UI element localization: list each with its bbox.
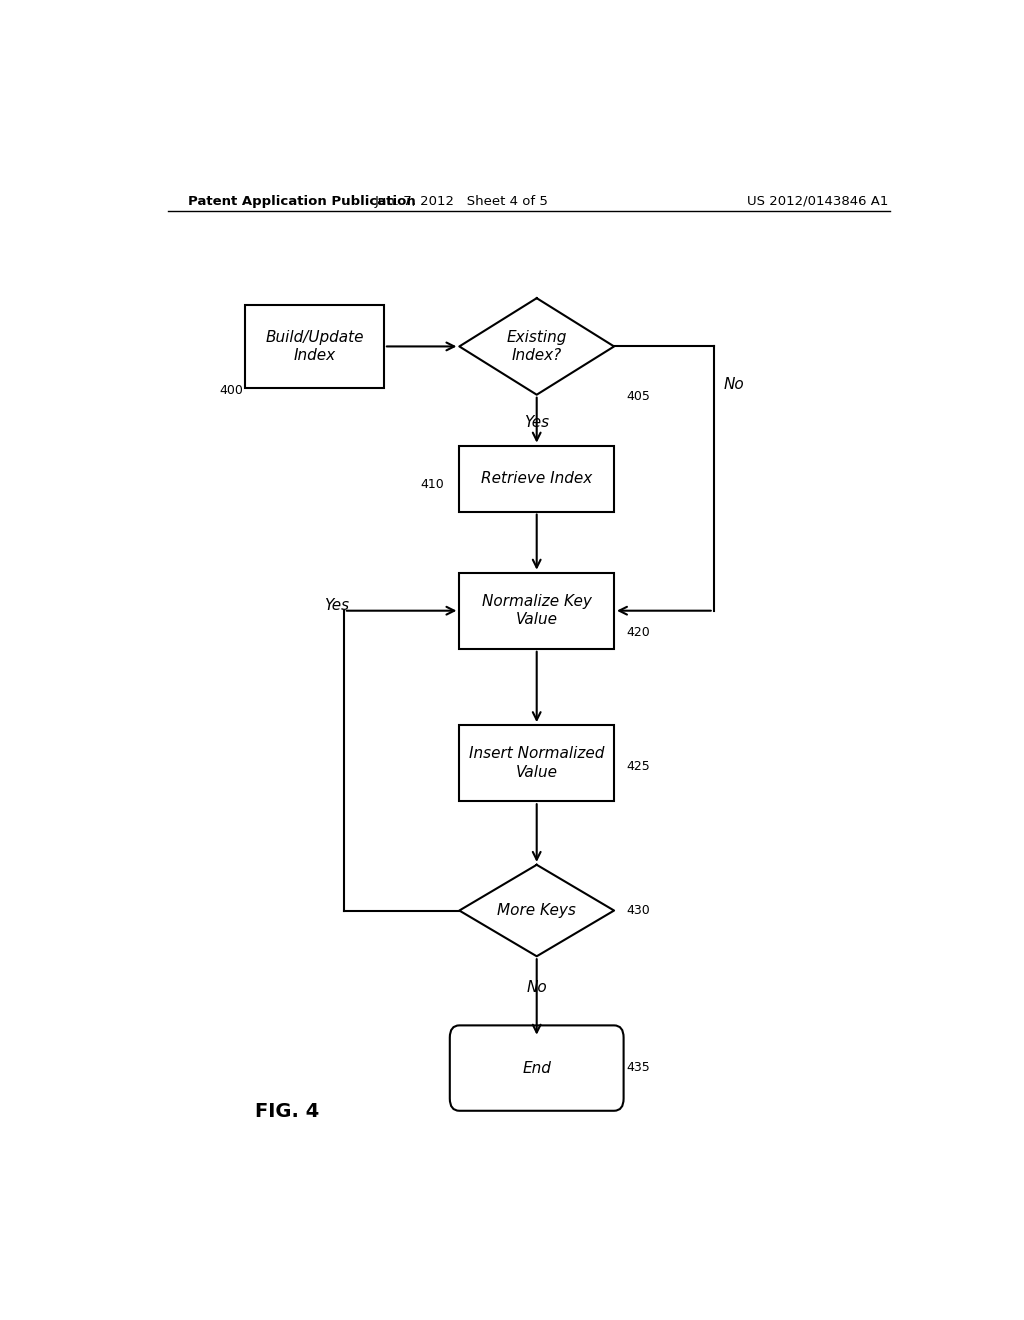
Text: 405: 405 [627,391,650,404]
Text: 435: 435 [627,1061,650,1074]
Text: Yes: Yes [325,598,349,612]
Text: Normalize Key
Value: Normalize Key Value [481,594,592,627]
Text: Jun. 7, 2012   Sheet 4 of 5: Jun. 7, 2012 Sheet 4 of 5 [375,194,548,207]
FancyBboxPatch shape [460,725,614,801]
Text: More Keys: More Keys [498,903,577,917]
Text: 430: 430 [627,904,650,916]
Text: Existing
Index?: Existing Index? [507,330,567,363]
FancyBboxPatch shape [460,573,614,649]
Polygon shape [460,298,614,395]
Text: 400: 400 [219,384,243,397]
FancyBboxPatch shape [245,305,384,388]
Text: Build/Update
Index: Build/Update Index [265,330,364,363]
Polygon shape [460,865,614,956]
Text: 425: 425 [627,760,650,774]
Text: Retrieve Index: Retrieve Index [481,471,592,486]
FancyBboxPatch shape [450,1026,624,1110]
Text: Yes: Yes [524,414,549,429]
Text: End: End [522,1060,551,1076]
Text: 410: 410 [420,478,443,491]
Text: No: No [526,979,547,995]
FancyBboxPatch shape [460,446,614,512]
Text: FIG. 4: FIG. 4 [255,1102,318,1121]
Text: Insert Normalized
Value: Insert Normalized Value [469,746,604,780]
Text: No: No [723,376,744,392]
Text: US 2012/0143846 A1: US 2012/0143846 A1 [748,194,889,207]
Text: Patent Application Publication: Patent Application Publication [187,194,416,207]
Text: 420: 420 [627,626,650,639]
